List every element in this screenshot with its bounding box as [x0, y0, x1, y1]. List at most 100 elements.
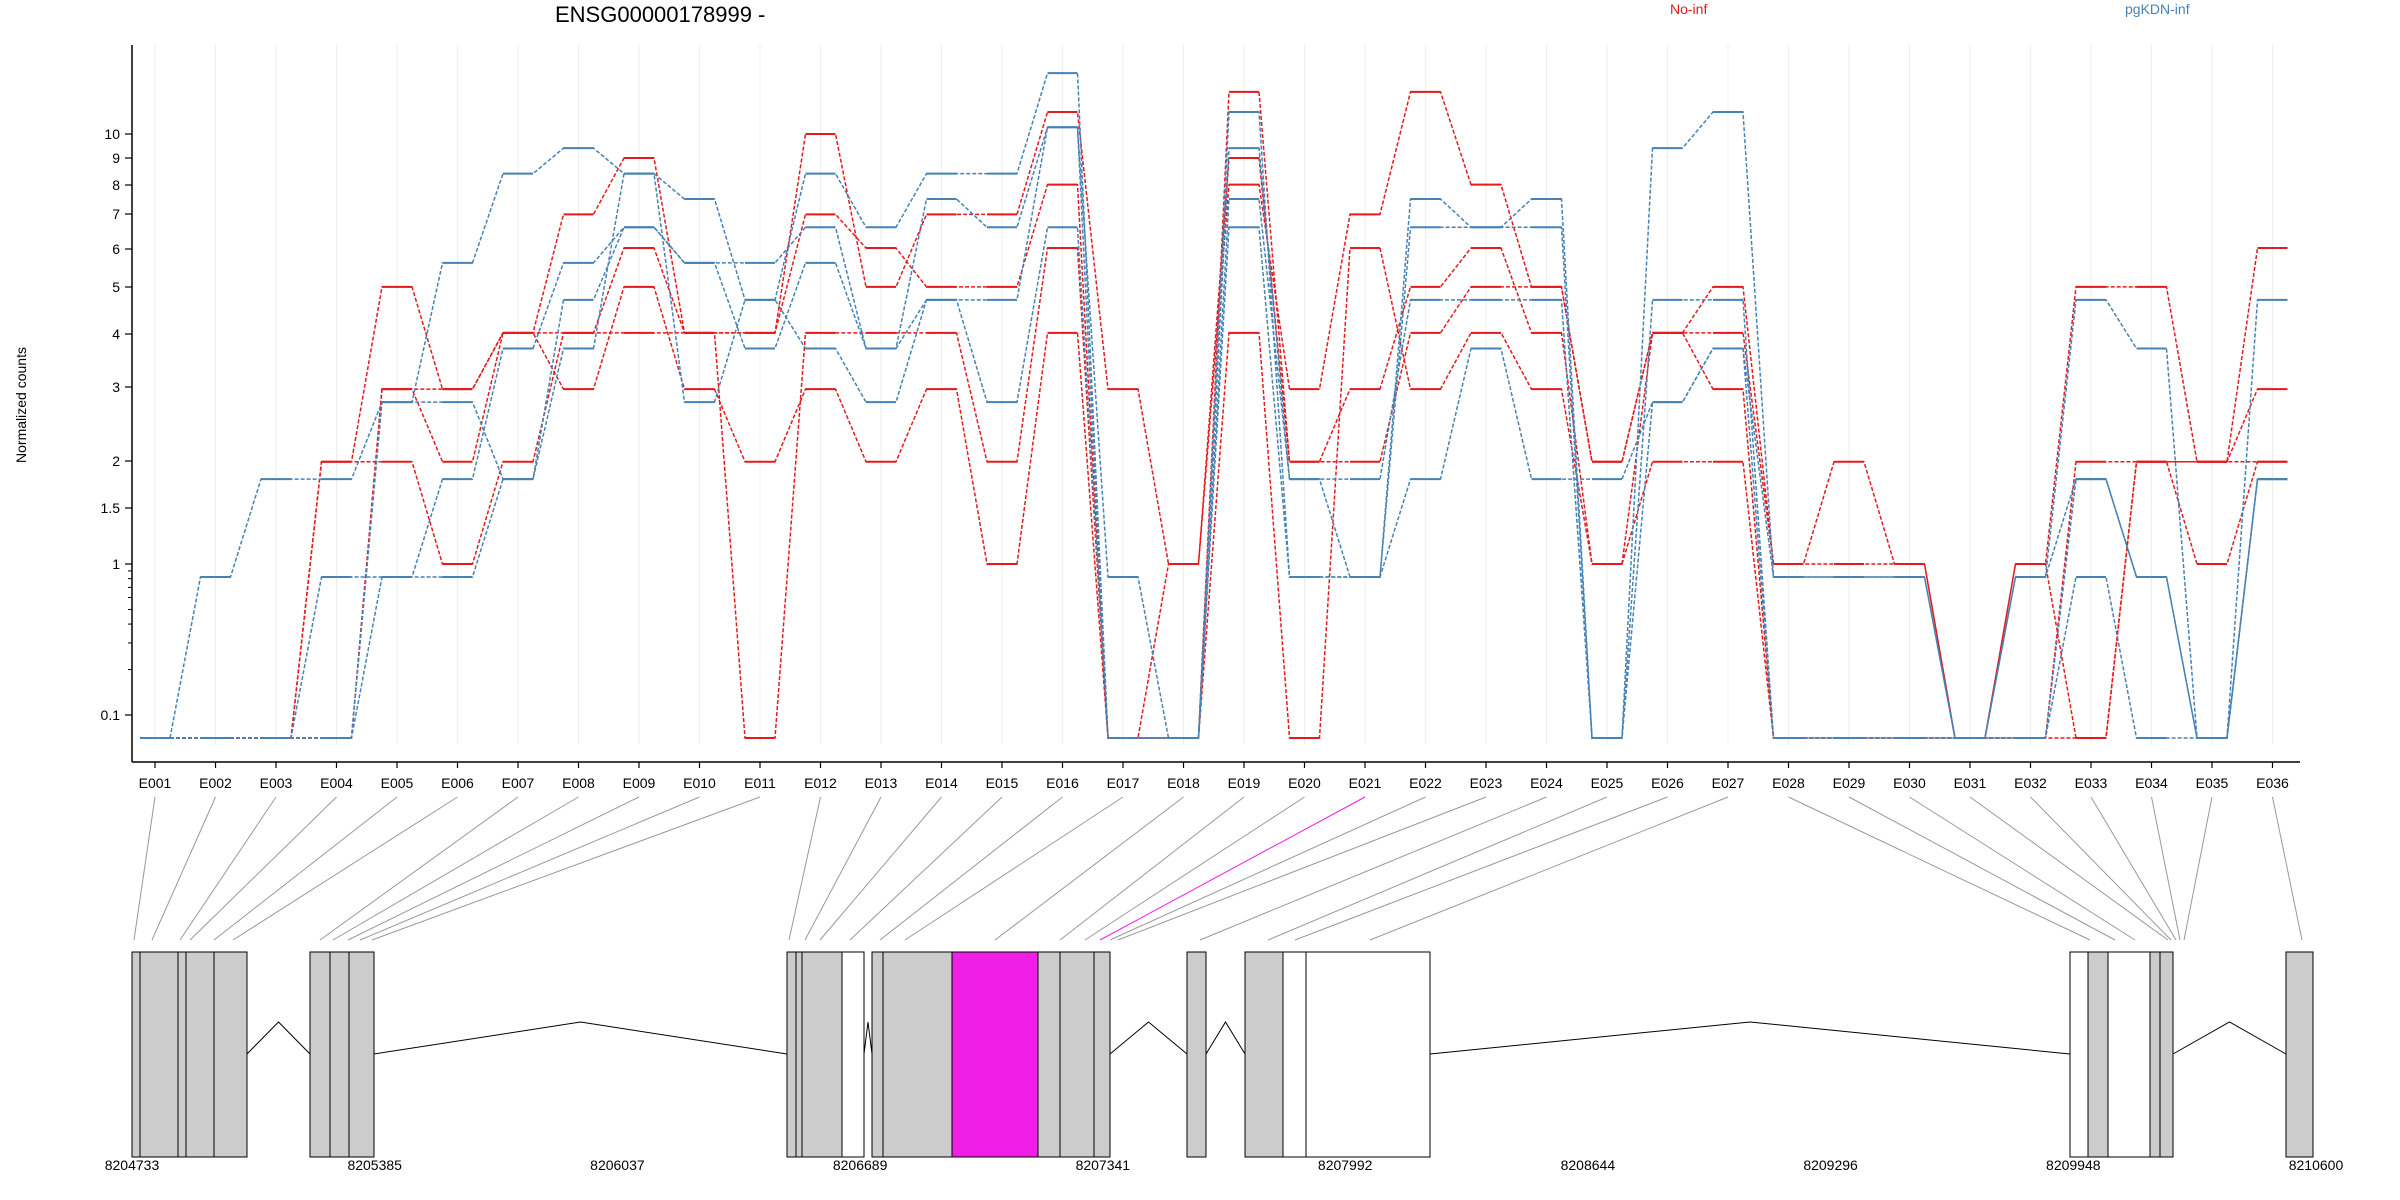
- exon-connector: [347, 796, 640, 941]
- exon-connector: [879, 796, 1063, 941]
- exon-connector: [179, 796, 277, 941]
- exon-block: [1059, 951, 1095, 1158]
- genome-coordinate: 8208644: [1561, 1157, 1616, 1173]
- intron-line: [373, 1021, 788, 1055]
- exon-label: E016: [1046, 775, 1079, 791]
- exon-connector: [804, 796, 882, 941]
- exon-block: [329, 951, 350, 1158]
- exon-block: [2069, 951, 2089, 1158]
- y-tick-label: 10: [104, 126, 120, 142]
- exon-block: [882, 951, 953, 1158]
- exon-label: E004: [320, 775, 353, 791]
- intron-line: [1205, 1021, 1246, 1055]
- genome-coordinate: 8206689: [833, 1157, 888, 1173]
- y-tick-label: 7: [112, 206, 120, 222]
- genome-coordinate: 8206037: [590, 1157, 645, 1173]
- exon-label: E006: [441, 775, 474, 791]
- exon-block: [348, 951, 375, 1158]
- intron-line: [1109, 1021, 1188, 1055]
- exon-connector: [1788, 796, 2091, 941]
- axes: 0.1 1 1.5 2 3 4 5 6 7 8 9 10 E001 E002 E003 E004 E005 E00…: [101, 45, 2300, 791]
- exon-label: E002: [199, 775, 232, 791]
- exon-block: [139, 951, 179, 1158]
- exon-connector: [2151, 796, 2181, 941]
- exon-label: E029: [1833, 775, 1866, 791]
- exon-connector: [1109, 796, 1426, 941]
- series-no-inf-3: [140, 91, 2288, 739]
- exon-connector: [213, 796, 398, 941]
- exon-label: E014: [925, 775, 958, 791]
- exon-connector: [1059, 796, 1245, 941]
- exon-block: [213, 951, 248, 1158]
- exon-block: [185, 951, 215, 1158]
- exon-connector: [2272, 796, 2303, 941]
- exon-label: E033: [2075, 775, 2108, 791]
- exon-connector: [232, 796, 458, 941]
- exon-connector: [359, 796, 700, 941]
- series-pgkdn-inf-6: [140, 126, 2288, 739]
- y-tick-label: 2: [112, 453, 120, 469]
- exon-block: [2149, 951, 2161, 1158]
- exon-label: E027: [1712, 775, 1745, 791]
- genome-coordinate: 8207992: [1318, 1157, 1373, 1173]
- exon-block: [2285, 951, 2314, 1158]
- exon-label: E036: [2256, 775, 2289, 791]
- y-tick-label: 0.1: [101, 707, 121, 723]
- exon-connector: [1199, 796, 1547, 941]
- exon-block: [131, 951, 141, 1158]
- exon-label: E015: [986, 775, 1019, 791]
- exon-label: E030: [1893, 775, 1926, 791]
- intron-line: [2172, 1021, 2287, 1055]
- exon-label: E008: [562, 775, 595, 791]
- exon-label: E011: [744, 775, 776, 791]
- genome-coordinate: 8207341: [1076, 1157, 1131, 1173]
- exon-connector: [133, 796, 156, 941]
- exon-block: [1186, 951, 1207, 1158]
- exon-label: E013: [865, 775, 898, 791]
- exon-block: [795, 951, 803, 1158]
- exon-connector: [151, 796, 216, 941]
- exon-connectors: [133, 796, 2303, 941]
- genome-coordinate: 8210600: [2289, 1157, 2344, 1173]
- exon-connector: [819, 796, 942, 941]
- exon-connector: [371, 796, 761, 941]
- series-pgkdn-inf-5: [140, 126, 2288, 739]
- exon-label: E012: [804, 775, 837, 791]
- exon-label: E035: [2196, 775, 2229, 791]
- exon-label: E021: [1349, 775, 1382, 791]
- exon-connector: [1848, 796, 2116, 941]
- exon-label: E009: [623, 775, 656, 791]
- exon-label: E001: [139, 775, 172, 791]
- exon-block: [2159, 951, 2174, 1158]
- exon-connector: [319, 796, 519, 941]
- exon-connector: [849, 796, 1003, 941]
- exon-label: E020: [1288, 775, 1321, 791]
- exon-connector: [2030, 796, 2172, 941]
- exon-label: E003: [260, 775, 293, 791]
- intron-line: [246, 1021, 311, 1055]
- exon-block: [1037, 951, 1061, 1158]
- series-no-inf-0: [140, 91, 2288, 739]
- exon-block: [1093, 951, 1111, 1158]
- y-axis-label: Normalized counts: [13, 347, 29, 463]
- exon-label: E010: [683, 775, 716, 791]
- y-tick-label: 8: [112, 177, 120, 193]
- exon-label: E017: [1107, 775, 1140, 791]
- genome-coordinate: 8205385: [347, 1157, 402, 1173]
- y-tick-label: 3: [112, 379, 120, 395]
- exon-label: E025: [1591, 775, 1624, 791]
- exon-connector: [788, 796, 821, 941]
- exon-label: E026: [1651, 775, 1684, 791]
- y-tick-label: 1: [112, 556, 120, 572]
- exon-label: E007: [502, 775, 535, 791]
- genome-coordinate: 8209296: [1803, 1157, 1858, 1173]
- exon-block: [801, 951, 843, 1158]
- exon-connector: [904, 796, 1124, 941]
- exon-label: E023: [1470, 775, 1503, 791]
- exon-block: [871, 951, 884, 1158]
- exon-block: [309, 951, 331, 1158]
- exon-connector: [1267, 796, 1608, 941]
- exon-connector: [1117, 796, 1487, 941]
- legend-pgkdn-inf: pgKDN-inf: [2125, 1, 2190, 17]
